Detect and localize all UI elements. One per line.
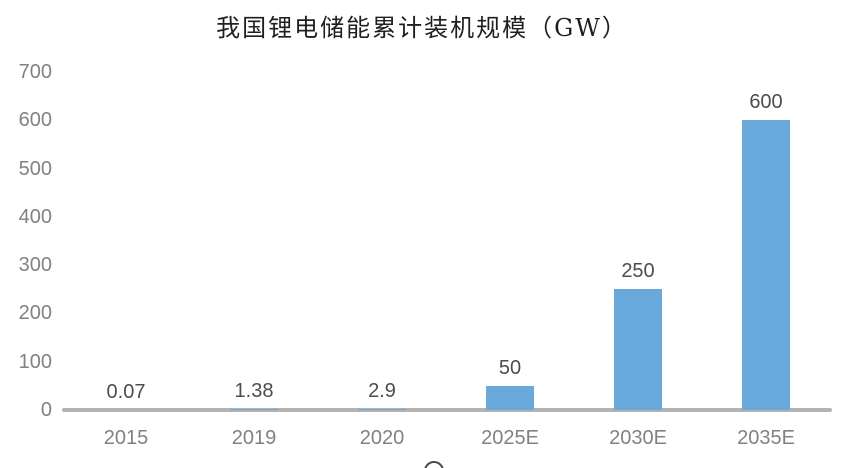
x-tick-label: 2019 (231, 427, 277, 449)
bar-value-label: 50 (498, 356, 522, 379)
y-tick-label: 400 (18, 205, 52, 228)
bar-2025E (486, 385, 534, 410)
x-tick-label: 2030E (609, 427, 667, 449)
y-tick-label: 100 (18, 350, 52, 373)
bar-value-label: 1.38 (234, 380, 274, 403)
y-tick-label: 200 (18, 302, 52, 325)
bar-value-label: 2.9 (368, 379, 396, 402)
plot-area: 0.07 1.38 2.9 50 250 600 (62, 72, 832, 412)
x-axis-line (62, 408, 832, 412)
x-tick-label: 2035E (737, 427, 795, 449)
x-tick-label: 2025E (481, 427, 539, 449)
bar-2035E (742, 120, 790, 410)
x-tick-label: 2020 (359, 427, 405, 449)
y-tick-label: 600 (18, 109, 52, 132)
bar-value-label: 250 (621, 260, 655, 283)
chart-title: 我国锂电储能累计装机规模（GW） (216, 14, 628, 42)
partial-circle-mark (424, 461, 444, 468)
y-axis: 0 100 200 300 400 500 600 700 (0, 0, 52, 468)
y-tick-label: 300 (18, 254, 52, 277)
bar-2019 (230, 409, 278, 410)
x-axis: 2015 2019 2020 2025E 2030E 2035E (62, 426, 830, 452)
y-tick-label: 0 (40, 399, 52, 421)
bar-2020 (358, 408, 406, 410)
y-tick-label: 700 (18, 61, 52, 83)
x-tick-label: 2015 (103, 427, 149, 449)
y-tick-label: 500 (18, 157, 52, 180)
bar-value-label: 600 (749, 91, 783, 114)
bar-value-label: 0.07 (106, 380, 146, 403)
bar-2030E (614, 289, 662, 410)
